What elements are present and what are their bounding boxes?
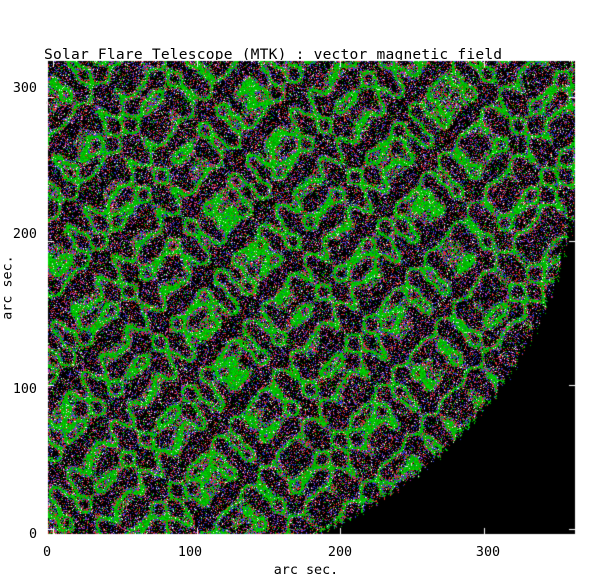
plot-area (47, 60, 576, 535)
y-tick-label: 200 (12, 227, 37, 242)
y-tick-label: 0 (28, 527, 37, 542)
magnetogram-canvas (47, 60, 576, 535)
x-axis-label: arc sec. (273, 563, 339, 578)
x-tick-label: 300 (475, 545, 501, 560)
page-title: Solar Flare Telescope (MTK) : vector mag… (44, 46, 503, 63)
x-tick-label: 200 (327, 545, 353, 560)
x-tick-label: 100 (177, 545, 203, 560)
y-axis-label: arc sec. (0, 255, 16, 320)
x-tick-label: 0 (42, 545, 52, 560)
y-tick-label: 100 (12, 382, 37, 397)
y-tick-label: 300 (12, 81, 37, 96)
